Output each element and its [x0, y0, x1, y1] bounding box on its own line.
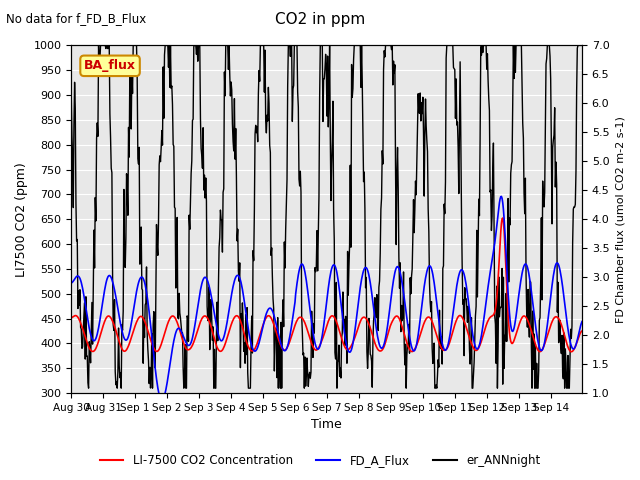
Y-axis label: FD Chamber flux (umol CO2 m-2 s-1): FD Chamber flux (umol CO2 m-2 s-1): [615, 116, 625, 323]
Text: BA_flux: BA_flux: [84, 60, 136, 72]
Text: CO2 in ppm: CO2 in ppm: [275, 12, 365, 27]
Text: No data for f_FD_B_Flux: No data for f_FD_B_Flux: [6, 12, 147, 25]
Legend: LI-7500 CO2 Concentration, FD_A_Flux, er_ANNnight: LI-7500 CO2 Concentration, FD_A_Flux, er…: [95, 449, 545, 472]
X-axis label: Time: Time: [311, 419, 342, 432]
Y-axis label: LI7500 CO2 (ppm): LI7500 CO2 (ppm): [15, 162, 28, 276]
